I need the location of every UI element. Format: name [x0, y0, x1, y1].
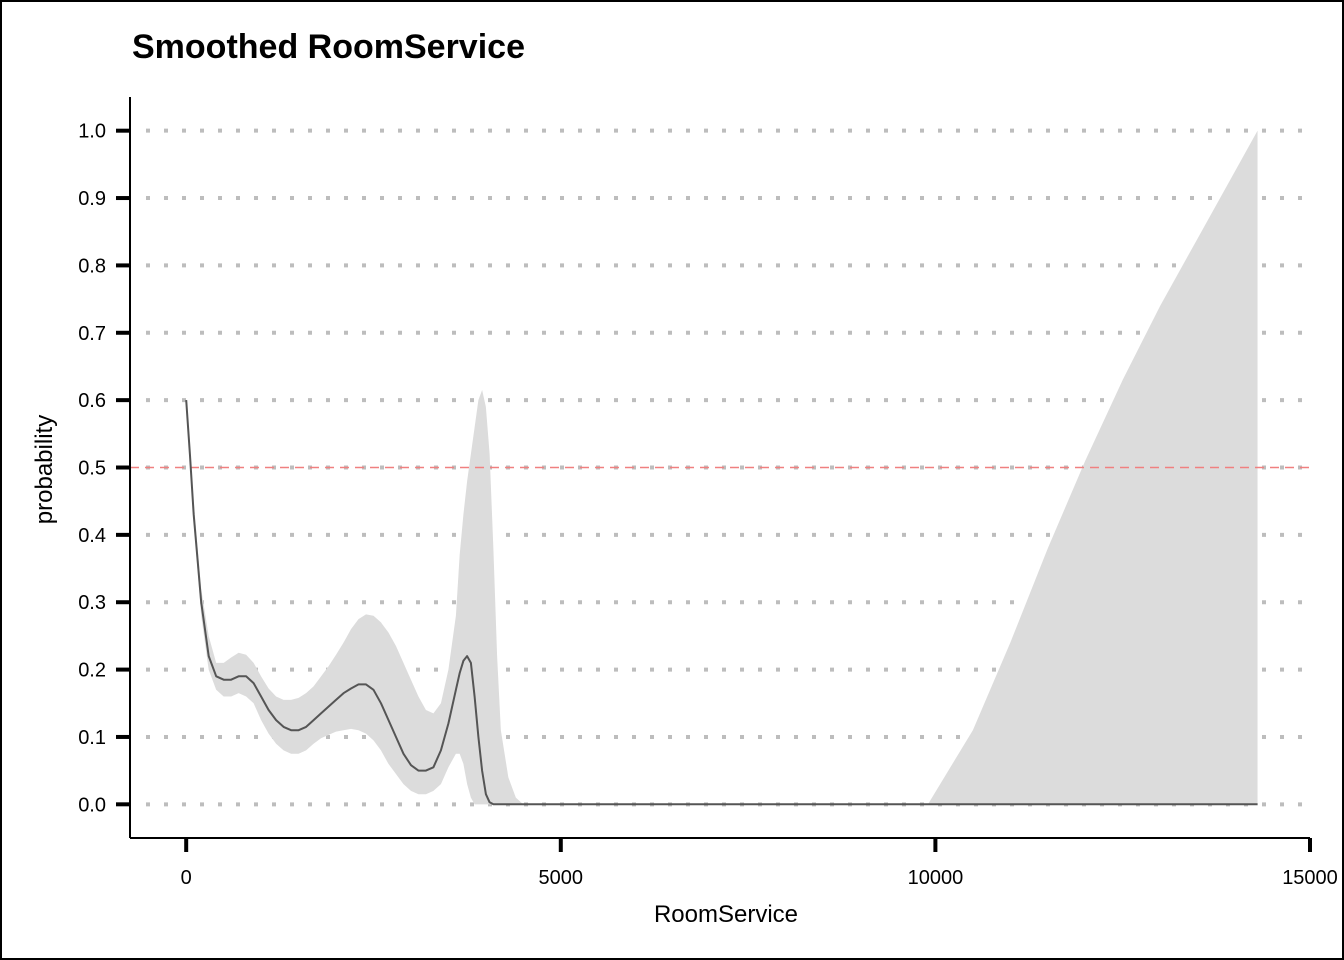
chart-title: Smoothed RoomService	[132, 28, 525, 66]
smoothed-line	[185, 400, 1258, 806]
x-tick-label: 10000	[908, 867, 964, 889]
y-tick-label: 0.8	[78, 255, 106, 277]
y-tick-label: 0.5	[78, 458, 106, 480]
y-tick-label: 0.3	[78, 592, 106, 614]
y-tick-label: 0.2	[78, 660, 106, 682]
x-axis-label: RoomService	[654, 901, 798, 928]
confidence-band	[186, 130, 1258, 805]
y-axis-label: probability	[31, 415, 58, 524]
smoothed-line-group	[185, 400, 1258, 806]
x-tick-label: 5000	[539, 867, 584, 889]
x-tick-label: 0	[181, 867, 192, 889]
x-tick-label: 15000	[1282, 867, 1338, 889]
y-tick-label: 0.1	[78, 727, 106, 749]
y-tick-label: 0.6	[78, 390, 106, 412]
confidence-band-group	[186, 130, 1258, 805]
y-tick-label: 0.7	[78, 323, 106, 345]
y-tick-label: 0.0	[78, 794, 106, 816]
y-ticks: 0.0 0.1 0.2 0.3 0.4 0.5 0.6 0.7 0.8 0.9 1.0	[78, 121, 130, 816]
y-tick-label: 1.0	[78, 121, 106, 143]
y-tick-label: 0.9	[78, 188, 106, 210]
y-tick-label: 0.4	[78, 525, 106, 547]
x-ticks: 0 5000 10000 15000	[181, 838, 1338, 889]
